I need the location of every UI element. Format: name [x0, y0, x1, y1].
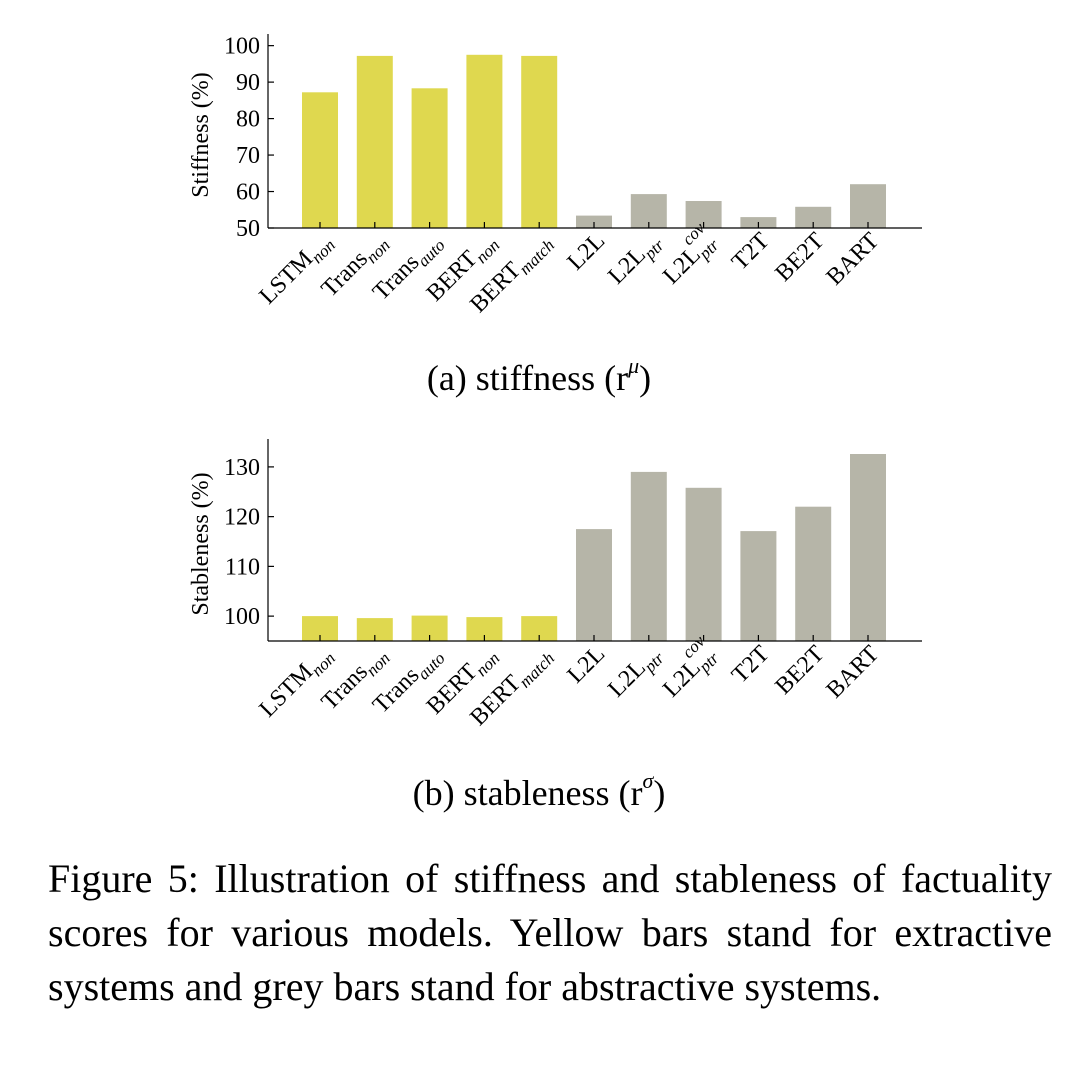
stiffness-x-tick-label-4: BERTmatch	[465, 228, 558, 321]
stableness-x-tick-label-0: LSTMnon	[255, 641, 340, 726]
stableness-bar-5	[576, 529, 612, 641]
stiffness-y-tick-label-2: 70	[236, 143, 260, 169]
stiffness-x-tick-label-8: T2T	[727, 228, 775, 276]
subcaption-stiffness-prefix: (a) stiffness (r	[426, 358, 629, 398]
stableness-bar-10	[850, 454, 886, 641]
stableness-x-tick-label-9: BE2T	[771, 641, 830, 700]
stiffness-y-tick-label-5: 100	[224, 34, 260, 60]
stiffness-bar-4	[521, 55, 558, 229]
figure-caption: Figure 5: Illustration of stiffness and …	[48, 856, 1052, 1009]
stiffness-x-tick-label-6: L2Lptr	[603, 228, 668, 293]
stableness-x-tick-label-4: BERTmatch	[465, 641, 558, 734]
stableness-y-tick-label-3: 130	[224, 455, 260, 481]
stableness-bar-9	[795, 506, 832, 641]
stableness-x-tick-label-5: L2L	[563, 641, 611, 689]
stiffness-bar-1	[356, 55, 393, 229]
stiffness-bar-10	[850, 184, 886, 228]
stiffness-x-tick-label-10: BART	[822, 228, 885, 291]
subcaption-stiffness-symbol: μ	[628, 353, 640, 378]
subcaption-stiffness: (a) stiffness (rμ)	[0, 350, 1078, 398]
subcaption-stableness: (b) stableness (rσ)	[0, 765, 1078, 813]
subcaption-stableness-symbol: σ	[642, 768, 654, 793]
stiffness-bar-3	[466, 54, 503, 228]
stableness-bar-3	[466, 617, 503, 641]
subcaption-stableness-prefix: (b) stableness (r	[412, 773, 643, 813]
stableness-bar-7	[685, 487, 722, 641]
stableness-y-axis-label: Stableness (%)	[188, 472, 214, 615]
stableness-bar-8	[740, 531, 777, 641]
stiffness-x-tick-label-9: BE2T	[771, 228, 830, 287]
stableness-bar-6	[630, 471, 667, 641]
stiffness-x-tick-label-0: LSTMnon	[255, 228, 340, 313]
stiffness-y-axis-label: Stiffness (%)	[188, 72, 214, 198]
stableness-y-tick-label-1: 110	[225, 554, 260, 580]
stiffness-bar-2	[411, 88, 448, 228]
subcaption-stiffness-suffix: )	[639, 358, 652, 398]
stiffness-y-tick-label-0: 50	[236, 216, 260, 242]
stableness-y-tick-label-0: 100	[224, 604, 260, 630]
stableness-x-tick-label-8: T2T	[727, 641, 775, 689]
stableness-y-tick-label-2: 120	[224, 505, 260, 531]
stiffness-y-tick-label-3: 80	[236, 107, 260, 133]
stiffness-y-tick-label-1: 60	[236, 180, 260, 206]
subcaption-stableness-suffix: )	[653, 773, 666, 813]
stiffness-bar-9	[795, 206, 832, 228]
stableness-x-tick-label-10: BART	[822, 641, 885, 704]
stableness-bar-1	[356, 618, 393, 641]
stableness-x-tick-label-6: L2Lptr	[603, 641, 668, 706]
stiffness-bar-5	[576, 215, 612, 228]
stiffness-y-tick-label-4: 90	[236, 70, 260, 96]
stiffness-x-tick-label-5: L2L	[563, 228, 611, 276]
stiffness-bar-0	[302, 92, 338, 228]
